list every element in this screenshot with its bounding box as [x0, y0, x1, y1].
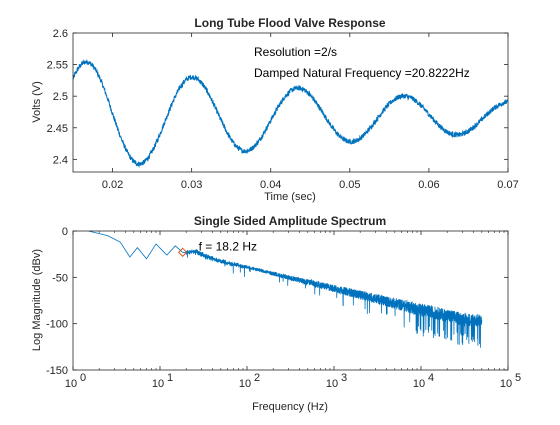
- time-response-y-tick-label: 2.45: [47, 123, 68, 135]
- time-response-x-tick-label: 0.02: [102, 179, 123, 191]
- time-response-x-tick-label: 0.07: [497, 179, 518, 191]
- time-response-y-axis-label: Volts (V): [31, 81, 43, 123]
- amplitude-spectrum-x-tick-label: 10: [239, 378, 251, 390]
- amplitude-spectrum-x-tick-exponent: 3: [341, 372, 347, 384]
- time-response-x-axis-label: Time (sec): [264, 191, 316, 203]
- time-response-y-tick-label: 2.55: [47, 60, 68, 72]
- amplitude-spectrum-y-tick-label: 0: [62, 226, 68, 238]
- amplitude-spectrum-x-tick-exponent: 1: [167, 372, 173, 384]
- amplitude-spectrum-title: Single Sided Amplitude Spectrum: [194, 214, 386, 228]
- amplitude-spectrum-y-axis-label: Log Magnitude (dBv): [31, 249, 43, 351]
- time-response-y-tick-label: 2.6: [53, 28, 68, 40]
- amplitude-spectrum-y-tick-label: -100: [46, 319, 68, 331]
- damped-frequency-annotation: Damped Natural Frequency =20.8222Hz: [254, 66, 470, 80]
- amplitude-spectrum-x-tick-label: 10: [65, 378, 77, 390]
- time-response-y-tick-label: 2.5: [53, 91, 68, 103]
- amplitude-spectrum-x-tick-label: 10: [152, 378, 164, 390]
- amplitude-spectrum-x-axis-label: Frequency (Hz): [252, 401, 328, 413]
- amplitude-spectrum-x-tick-label: 10: [413, 378, 425, 390]
- amplitude-spectrum-x-tick-label: 10: [500, 378, 512, 390]
- amplitude-spectrum-x-tick-exponent: 4: [428, 372, 434, 384]
- amplitude-spectrum-x-tick-exponent: 2: [254, 372, 260, 384]
- amplitude-spectrum-x-tick-exponent: 5: [515, 372, 521, 384]
- time-response-x-tick-label: 0.05: [339, 179, 360, 191]
- amplitude-spectrum-y-tick-label: -50: [52, 272, 68, 284]
- peak-frequency-label: f = 18.2 Hz: [199, 239, 257, 253]
- amplitude-spectrum-y-tick-label: -150: [46, 365, 68, 377]
- time-response-x-tick-label: 0.04: [260, 179, 281, 191]
- time-response-y-tick-label: 2.4: [53, 154, 68, 166]
- amplitude-spectrum-x-tick-exponent: 0: [80, 372, 86, 384]
- time-response-title: Long Tube Flood Valve Response: [194, 16, 385, 30]
- amplitude-spectrum-x-tick-label: 10: [326, 378, 338, 390]
- time-response-x-tick-label: 0.03: [181, 179, 202, 191]
- resolution-annotation: Resolution =2/s: [254, 45, 337, 59]
- time-response-x-tick-label: 0.06: [418, 179, 439, 191]
